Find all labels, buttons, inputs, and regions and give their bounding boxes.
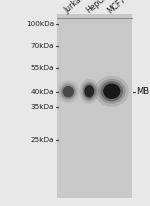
Ellipse shape — [83, 83, 96, 99]
Ellipse shape — [57, 80, 80, 103]
Ellipse shape — [80, 79, 99, 104]
Ellipse shape — [63, 86, 74, 97]
Text: HepG2: HepG2 — [84, 0, 110, 15]
Ellipse shape — [84, 85, 94, 97]
Ellipse shape — [103, 84, 120, 99]
Text: Jurkat: Jurkat — [62, 0, 86, 15]
Text: MCF7: MCF7 — [106, 0, 128, 15]
Text: 25kDa: 25kDa — [30, 137, 54, 143]
Text: 70kDa: 70kDa — [30, 43, 54, 49]
Text: 40kDa: 40kDa — [30, 89, 54, 95]
Text: 100kDa: 100kDa — [26, 21, 54, 27]
Ellipse shape — [59, 83, 77, 101]
Ellipse shape — [81, 81, 97, 101]
Ellipse shape — [61, 84, 76, 99]
Text: MBNL1: MBNL1 — [136, 87, 150, 96]
Text: 35kDa: 35kDa — [30, 104, 54, 110]
Ellipse shape — [94, 76, 129, 107]
Text: 55kDa: 55kDa — [30, 65, 54, 71]
Ellipse shape — [100, 81, 123, 101]
Ellipse shape — [98, 79, 126, 104]
FancyBboxPatch shape — [57, 14, 132, 198]
